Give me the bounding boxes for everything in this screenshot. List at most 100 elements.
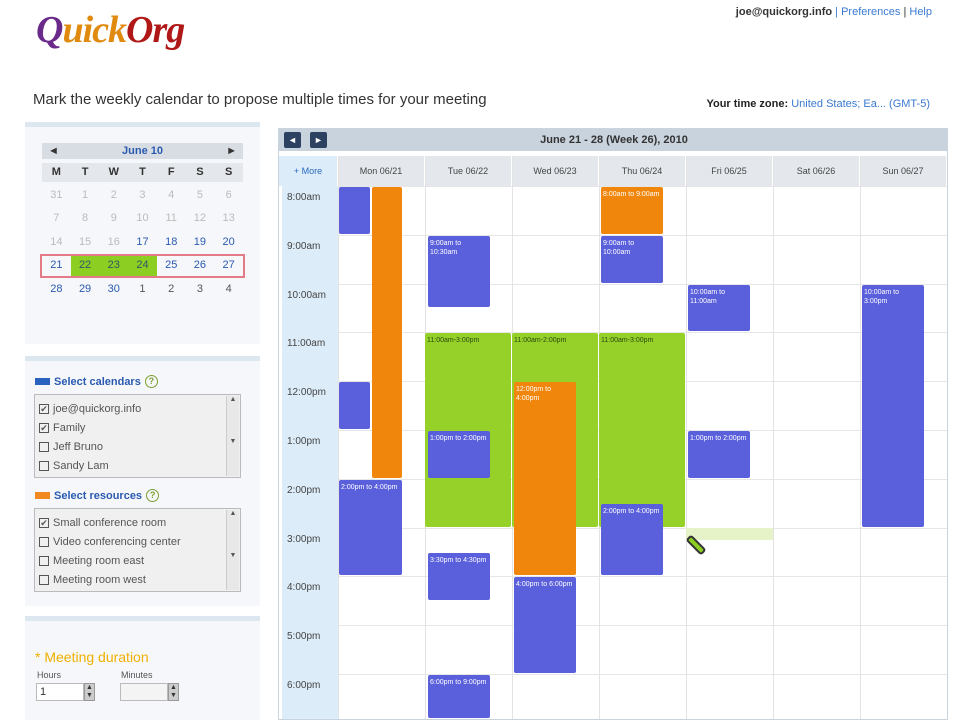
list-item[interactable]: Video conferencing center: [39, 532, 240, 551]
calendar-event[interactable]: [339, 382, 370, 429]
mini-calendar-day[interactable]: 20: [222, 235, 235, 248]
calendar-event[interactable]: 2:00pm to 4:00pm: [601, 504, 663, 576]
mini-calendar-day[interactable]: 12: [193, 212, 207, 225]
list-item[interactable]: Meeting room west: [39, 570, 240, 589]
mini-calendar-day[interactable]: 2: [168, 282, 175, 295]
mini-calendar-day[interactable]: 28: [50, 282, 63, 295]
mini-calendar-day[interactable]: 26: [193, 259, 207, 272]
mini-calendar-day[interactable]: 5: [196, 189, 203, 201]
mini-calendar-day[interactable]: 16: [107, 235, 120, 248]
mini-calendar-day[interactable]: 19: [193, 235, 207, 248]
checkbox[interactable]: [39, 536, 49, 547]
checkbox[interactable]: [39, 441, 49, 452]
mini-calendar-day[interactable]: 8: [82, 212, 89, 225]
mini-calendar-day[interactable]: 22: [70, 254, 100, 278]
checkbox[interactable]: ✔: [39, 403, 49, 414]
calendar-event[interactable]: 3:30pm to 4:30pm: [428, 553, 490, 600]
mini-calendar-day[interactable]: 3: [196, 282, 203, 295]
mini-calendar-panel: [25, 122, 260, 344]
mini-calendar-day[interactable]: 6: [225, 189, 232, 201]
day-divider: [338, 156, 339, 719]
checkbox[interactable]: [39, 574, 49, 585]
minutes-input[interactable]: [120, 683, 168, 701]
calendar-event[interactable]: 8:00am to 9:00am: [601, 187, 663, 234]
mini-calendar-day[interactable]: 31: [50, 189, 63, 201]
calendar-event[interactable]: 11:00am-3:00pm: [599, 333, 685, 527]
timezone-link[interactable]: United States; Ea... (GMT-5): [791, 98, 930, 110]
mini-calendar-day[interactable]: 1: [82, 189, 89, 201]
list-item[interactable]: ✔ Family: [39, 418, 240, 437]
help-icon[interactable]: ?: [144, 375, 158, 388]
calendar-event[interactable]: 10:00am to 11:00am: [688, 284, 750, 332]
hours-stepper[interactable]: ▲ ▼: [84, 683, 95, 701]
list-item-label: Sandy Lam: [53, 459, 109, 472]
next-week-button[interactable]: ►: [310, 132, 327, 148]
help-link[interactable]: Help: [909, 6, 932, 18]
mini-calendar-day[interactable]: 15: [78, 235, 92, 248]
mini-calendar-day[interactable]: 23: [99, 254, 129, 278]
next-month-button[interactable]: ►: [226, 145, 237, 157]
mini-calendar-day[interactable]: 9: [110, 212, 117, 225]
prev-month-button[interactable]: ◄: [48, 145, 59, 157]
more-button[interactable]: + More: [279, 156, 338, 186]
mini-calendar-day[interactable]: 4: [225, 282, 232, 295]
time-column: [282, 156, 338, 719]
time-label: 6:00pm: [287, 680, 321, 691]
calendar-event[interactable]: 2:00pm to 4:00pm: [339, 479, 402, 576]
checkbox[interactable]: [39, 460, 49, 471]
mini-calendar-day[interactable]: 30: [107, 282, 120, 295]
mini-calendar-day[interactable]: 4: [168, 189, 175, 201]
checkbox[interactable]: ✔: [39, 422, 49, 433]
mini-calendar-day[interactable]: 1: [139, 282, 146, 295]
mini-calendar-day[interactable]: 14: [50, 235, 63, 248]
required-star-icon: *: [35, 649, 41, 665]
mini-calendar-day[interactable]: 18: [165, 235, 178, 248]
mini-calendar-day[interactable]: 17: [136, 235, 149, 248]
mini-calendar-day[interactable]: 21: [50, 259, 63, 272]
calendar-event[interactable]: 1:00pm to 2:00pm: [428, 431, 490, 478]
preferences-link[interactable]: Preferences: [841, 6, 901, 18]
hours-input[interactable]: 1: [36, 683, 84, 701]
mini-calendar-day[interactable]: 7: [53, 212, 60, 225]
calendar-event[interactable]: 10:00am to 3:00pm: [862, 284, 924, 527]
mini-calendar-day[interactable]: 13: [222, 212, 235, 225]
day-column-header: Sun 06/27: [860, 156, 947, 186]
time-label: 9:00am: [287, 240, 321, 252]
mini-calendar-day[interactable]: 29: [78, 282, 92, 295]
help-icon[interactable]: ?: [146, 489, 160, 502]
mini-calendar-day[interactable]: 2: [110, 189, 117, 201]
calendar-event[interactable]: 12:00pm to 4:00pm: [514, 382, 576, 576]
selected-week-outline: [40, 254, 245, 278]
calendar-event[interactable]: 9:00am to 10:00am: [601, 235, 663, 283]
mini-calendar-day[interactable]: 24: [128, 254, 157, 278]
mini-calendar-day[interactable]: 3: [139, 189, 146, 201]
mini-calendar-day[interactable]: 10: [136, 212, 149, 225]
list-item[interactable]: ✔ Small conference room: [39, 513, 240, 532]
minutes-stepper[interactable]: ▲ ▼: [168, 683, 179, 701]
hour-gridline: [338, 625, 947, 627]
mini-calendar-day[interactable]: 25: [165, 259, 178, 272]
scrollbar[interactable]: ▲ ▼: [226, 396, 239, 476]
time-label: 5:00pm: [287, 631, 321, 643]
hour-gridline: [338, 283, 947, 285]
calendar-event[interactable]: 9:00am to 10:30am: [428, 235, 490, 307]
list-item-label: Meeting room east: [53, 554, 145, 567]
prev-week-button[interactable]: ◄: [284, 132, 301, 148]
calendar-event[interactable]: [339, 187, 370, 234]
list-item[interactable]: Meeting room east: [39, 551, 240, 570]
calendars-listbox: ▲ ▼ ✔ joe@quickorg.info ✔ Family Jeff Bruno San…: [34, 394, 241, 478]
list-item[interactable]: ✔ joe@quickorg.info: [39, 399, 240, 418]
list-item[interactable]: Jeff Bruno: [39, 437, 240, 456]
calendar-event[interactable]: 11:00am-3:00pm: [425, 333, 511, 527]
calendar-event[interactable]: [372, 187, 402, 478]
checkbox[interactable]: ✔: [39, 517, 49, 528]
checkbox[interactable]: [39, 555, 49, 566]
calendar-event[interactable]: 4:00pm to 6:00pm: [514, 577, 576, 673]
day-divider: [773, 156, 774, 719]
mini-calendar-day[interactable]: 27: [222, 259, 235, 272]
list-item[interactable]: Sandy Lam: [39, 456, 240, 475]
mini-calendar-day[interactable]: 11: [165, 212, 177, 225]
calendar-event[interactable]: 6:00pm to 9:00pm: [428, 675, 490, 718]
calendar-event[interactable]: 1:00pm to 2:00pm: [688, 431, 750, 478]
scrollbar[interactable]: ▲ ▼: [226, 510, 239, 590]
